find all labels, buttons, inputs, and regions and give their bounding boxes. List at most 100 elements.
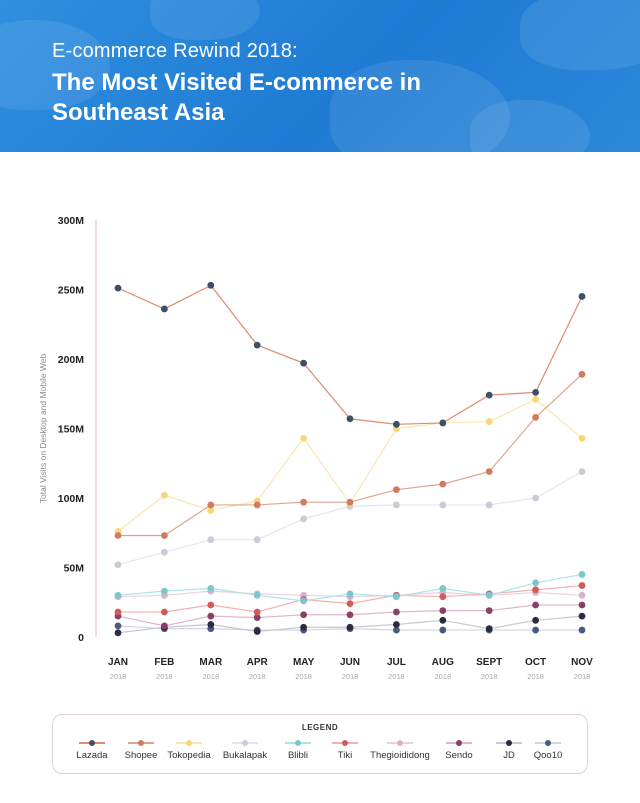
data-point-jd (300, 623, 307, 631)
x-tick-label: MAR (199, 657, 223, 668)
legend-swatch-dot (138, 740, 144, 746)
data-point-blibli (346, 590, 354, 598)
data-point-tokopedia (532, 395, 539, 403)
y-tick-label: 300M (58, 215, 85, 227)
legend-label: Blibli (287, 750, 309, 761)
data-point-blibli (207, 584, 215, 592)
data-point-blibli (114, 591, 122, 599)
data-point-jd (532, 616, 539, 624)
chart-svg: 0 50M 100M 150M 200M 250M 300M Total Visits on … (38, 215, 593, 681)
data-point-tiki (114, 608, 122, 616)
legend-swatch-dot (242, 740, 248, 746)
data-point-tokopedia (485, 418, 493, 425)
header-subtitle: E-commerce Rewind 2018: (52, 40, 298, 62)
data-point-tiki (253, 608, 261, 616)
data-point-lazada (207, 281, 215, 289)
data-point-tokopedia (578, 434, 586, 442)
x-tick-year: 2018 (388, 672, 405, 681)
legend-label: Sendo (445, 750, 473, 761)
data-point-sendo (253, 614, 261, 621)
data-point-shopee (578, 370, 586, 378)
data-point-tiki (532, 586, 539, 594)
data-point-sendo (161, 622, 168, 630)
legend-item-sendo: Sendo (429, 739, 489, 761)
legend-item-qoo10: Qoo10 (518, 739, 578, 761)
data-point-qoo10 (578, 626, 586, 634)
legend-swatch (496, 739, 522, 747)
data-point-qoo10 (532, 626, 539, 634)
legend-swatch (232, 739, 258, 747)
data-point-sendo (207, 612, 215, 620)
data-point-blibli (161, 587, 168, 595)
legend-item-tokopedia: Tokopedia (159, 739, 219, 761)
data-point-tiki (578, 582, 586, 589)
legend-label: Tiki (337, 750, 353, 761)
data-point-qoo10 (114, 622, 122, 630)
data-point-tiki (161, 608, 168, 616)
data-point-lazada (532, 388, 539, 396)
legend-swatch (285, 739, 311, 747)
data-point-blibli (300, 597, 307, 605)
data-point-bukalapak (393, 501, 400, 509)
data-point-jd (485, 625, 493, 633)
data-point-shopee (207, 501, 215, 509)
data-point-jd (346, 623, 354, 631)
legend-swatch (535, 739, 561, 747)
y-axis-title: Total Visits on Desktop and Mobile Web (38, 354, 48, 504)
series-line-bukalapak (117, 471, 583, 566)
x-tick-label: NOV (571, 657, 593, 668)
data-point-lazada (393, 420, 400, 428)
legend-swatch (446, 739, 472, 747)
data-point-jd (578, 612, 586, 620)
x-tick-label: OCT (525, 657, 546, 668)
legend-item-shopee: Shopee (111, 739, 171, 761)
y-tick-label: 250M (58, 285, 85, 297)
legend-swatch (79, 739, 105, 747)
data-point-shopee (346, 498, 354, 506)
legend-item-bukalapak: Bukalapak (215, 739, 275, 761)
legend-swatch (176, 739, 202, 747)
legend-swatch-dot (506, 740, 512, 746)
legend: LEGEND Lazada Shopee Tokopedia Bukalapak Bli… (52, 714, 588, 774)
data-point-blibli (578, 571, 586, 578)
x-tick-label: JAN (108, 657, 128, 668)
data-point-qoo10 (393, 626, 400, 634)
data-point-jd (253, 628, 261, 635)
data-point-sendo (485, 607, 493, 614)
legend-swatch-dot (186, 740, 192, 746)
data-point-bukalapak (207, 536, 215, 544)
data-point-shopee (114, 532, 122, 539)
data-point-tiki (346, 600, 354, 608)
data-point-jd (207, 621, 215, 628)
line-chart: 0 50M 100M 150M 200M 250M 300M Total Visits on … (0, 200, 640, 700)
legend-swatch-dot (545, 740, 551, 746)
data-point-shopee (532, 413, 539, 421)
y-tick-label: 100M (58, 493, 85, 505)
x-tick-label: JUL (387, 657, 406, 668)
data-point-blibli (393, 593, 400, 601)
legend-item-blibli: Blibli (268, 739, 328, 761)
x-tick-year: 2018 (481, 672, 498, 681)
header-banner: E-commerce Rewind 2018: The Most Visited… (0, 0, 640, 152)
data-point-tokopedia (161, 491, 168, 499)
data-point-blibli (485, 591, 493, 599)
y-tick-label: 150M (58, 424, 85, 436)
data-point-bukalapak (485, 501, 493, 509)
data-point-bukalapak (161, 548, 168, 556)
legend-label: Tokopedia (167, 750, 211, 761)
data-point-bukalapak (300, 515, 307, 523)
data-point-shopee (253, 501, 261, 509)
data-point-blibli (439, 584, 447, 592)
legend-item-jd: JD (479, 739, 539, 761)
data-point-lazada (253, 341, 261, 349)
x-tick-label: AUG (432, 657, 454, 668)
data-point-sendo (578, 601, 586, 609)
legend-label: Shopee (124, 750, 158, 761)
data-point-bukalapak (114, 561, 122, 569)
data-point-jd (439, 616, 447, 624)
data-point-thegioididong (578, 591, 586, 599)
data-point-tokopedia (300, 434, 307, 442)
x-tick-year: 2018 (249, 672, 266, 681)
data-point-sendo (532, 601, 539, 609)
y-tick-label: 50M (64, 563, 85, 575)
